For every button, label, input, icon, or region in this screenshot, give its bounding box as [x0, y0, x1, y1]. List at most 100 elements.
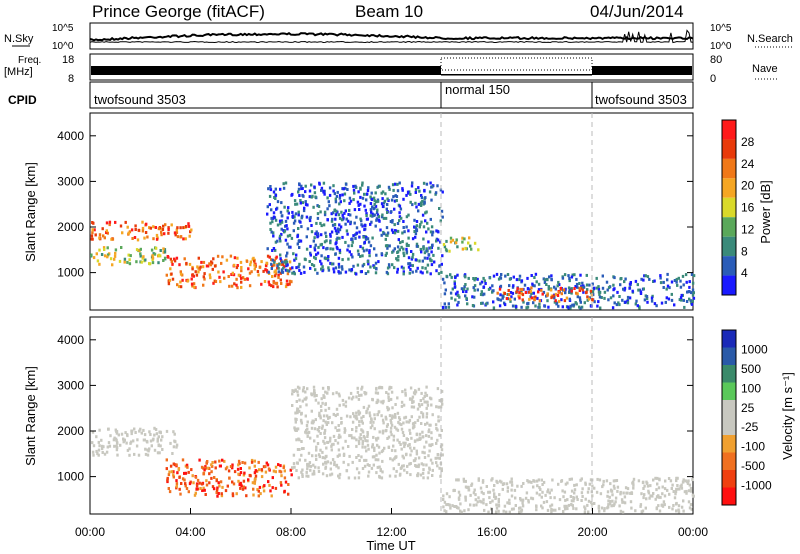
heatmap-cell [628, 296, 632, 300]
heatmap-cell [375, 437, 378, 441]
heatmap-cell [435, 239, 438, 243]
heatmap-cell [495, 506, 499, 510]
heatmap-cell [355, 444, 358, 448]
heatmap-cell [438, 433, 441, 437]
heatmap-cell [367, 270, 370, 274]
noise-right-tick-bottom: 10^0 [710, 41, 732, 52]
heatmap-cell [394, 449, 397, 453]
heatmap-cell [359, 195, 362, 199]
heatmap-cell [323, 395, 326, 399]
heatmap-cell [524, 496, 528, 500]
heatmap-cell [607, 499, 610, 503]
heatmap-cell [173, 432, 176, 436]
heatmap-cell [276, 264, 279, 268]
heatmap-cell [408, 443, 411, 446]
heatmap-cell [279, 278, 282, 282]
heatmap-cell [193, 285, 196, 289]
heatmap-cell [474, 493, 477, 497]
heatmap-cell [320, 397, 323, 401]
heatmap-cell [372, 420, 375, 424]
heatmap-cell [306, 387, 309, 391]
heatmap-cell [294, 202, 297, 206]
cpid-panel-frame [89, 81, 694, 109]
heatmap-cell [247, 478, 250, 482]
heatmap-cell [537, 478, 541, 482]
heatmap-cell [665, 296, 668, 300]
heatmap-cell [467, 508, 470, 512]
heatmap-cell [323, 456, 327, 460]
heatmap-cell [101, 451, 104, 454]
heatmap-cell [375, 211, 379, 214]
heatmap-cell [418, 404, 421, 408]
heatmap-cell [587, 487, 590, 491]
heatmap-cell [659, 276, 662, 280]
heatmap-cell [448, 249, 451, 253]
heatmap-cell [280, 227, 283, 231]
heatmap-cell [587, 499, 591, 503]
heatmap-cell [611, 493, 614, 497]
heatmap-cell [356, 386, 359, 390]
heatmap-cell [408, 418, 412, 422]
heatmap-cell [563, 299, 567, 303]
heatmap-cell [198, 481, 201, 485]
heatmap-cell [396, 251, 399, 254]
heatmap-cell [376, 413, 379, 417]
heatmap-cell [545, 500, 549, 504]
heatmap-cell [376, 443, 379, 447]
heatmap-cell [503, 303, 507, 307]
heatmap-cell [295, 469, 298, 472]
heatmap-cell [465, 290, 468, 294]
heatmap-cell [219, 464, 222, 468]
heatmap-cell [253, 259, 256, 263]
heatmap-cell [391, 183, 395, 187]
heatmap-cell [116, 441, 119, 445]
heatmap-cell [566, 507, 569, 511]
heatmap-cell [188, 482, 192, 486]
heatmap-cell [419, 201, 423, 205]
heatmap-cell [355, 231, 358, 235]
heatmap-cell [623, 280, 626, 284]
heatmap-cell [553, 496, 556, 500]
heatmap-cell [334, 426, 337, 430]
heatmap-cell [392, 415, 395, 419]
heatmap-cell [562, 510, 565, 513]
heatmap-cell [242, 473, 246, 477]
heatmap-cell [113, 436, 116, 440]
colorbar-segment [722, 487, 736, 505]
heatmap-cell [673, 303, 676, 307]
heatmap-cell [488, 490, 492, 494]
heatmap-cell [405, 225, 408, 229]
heatmap-cell [500, 480, 503, 484]
heatmap-cell [163, 232, 166, 236]
heatmap-cell [325, 423, 328, 426]
heatmap-cell [290, 280, 293, 284]
heatmap-cell [386, 203, 389, 206]
heatmap-cell [672, 490, 675, 493]
heatmap-cell [497, 504, 501, 508]
heatmap-cell [312, 469, 316, 473]
heatmap-cell [156, 439, 159, 443]
heatmap-cell [195, 487, 199, 491]
heatmap-cell [236, 467, 240, 471]
heatmap-cell [324, 231, 327, 235]
heatmap-cell [668, 505, 671, 509]
heatmap-cell [621, 298, 624, 302]
heatmap-cell [152, 225, 155, 229]
heatmap-cell [419, 223, 422, 226]
heatmap-cell [316, 428, 319, 432]
heatmap-cell [288, 282, 291, 286]
heatmap-cell [429, 257, 432, 261]
heatmap-cell [541, 483, 544, 486]
heatmap-cell [395, 257, 398, 261]
heatmap-cell [373, 449, 376, 452]
heatmap-cell [601, 485, 604, 489]
heatmap-cell [149, 226, 152, 230]
heatmap-cell [279, 222, 282, 226]
heatmap-cell [609, 482, 612, 486]
heatmap-cell [402, 266, 405, 270]
heatmap-cell [663, 494, 667, 498]
heatmap-cell [485, 302, 488, 306]
heatmap-cell [360, 455, 363, 459]
heatmap-cell [293, 258, 296, 262]
colorbar-tick-label: 24 [741, 157, 755, 171]
